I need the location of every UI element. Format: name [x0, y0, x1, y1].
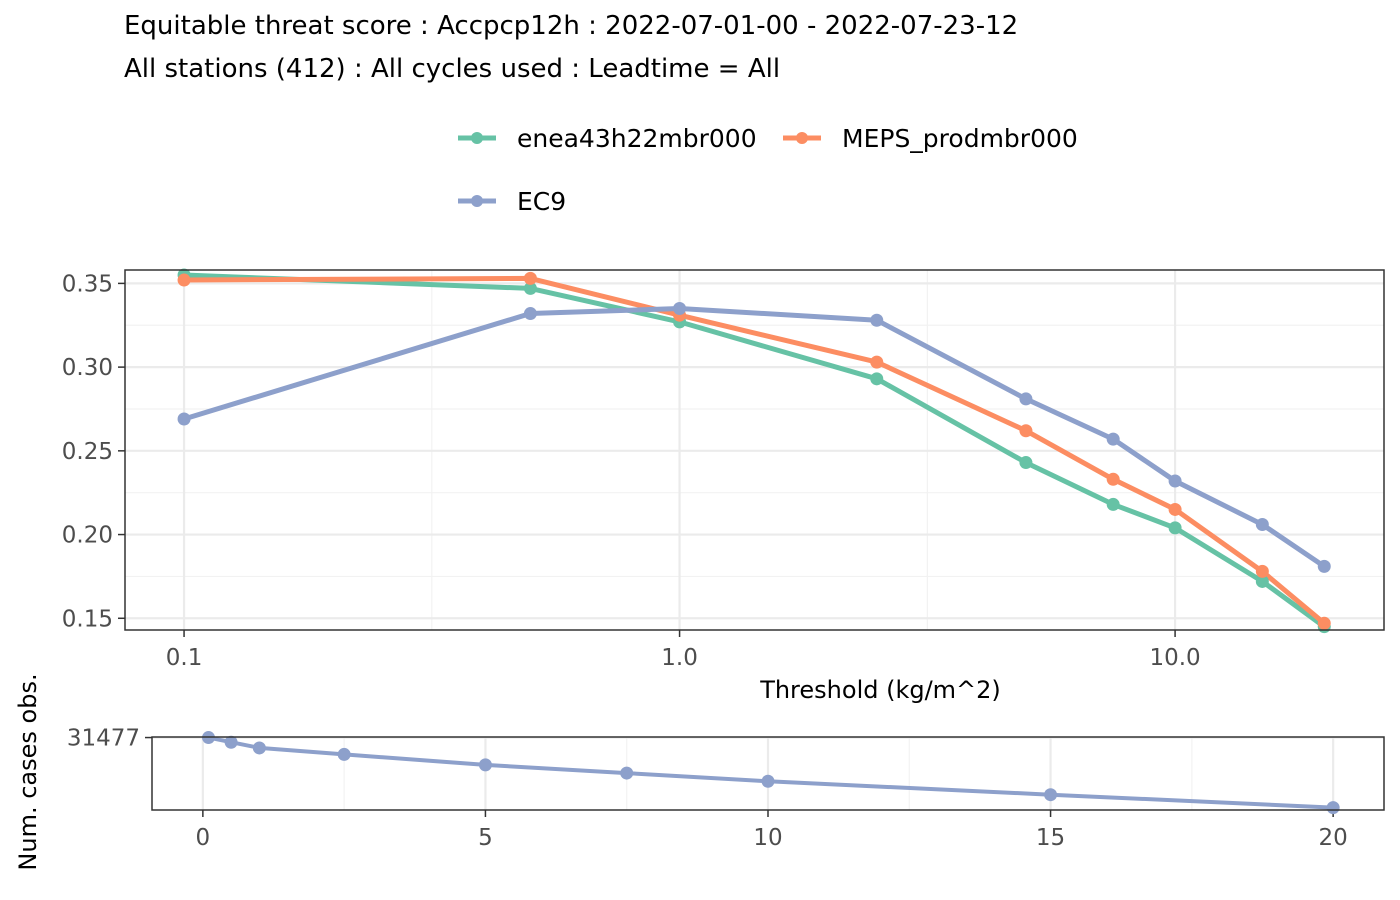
- data-point-1: [1317, 616, 1331, 630]
- data-point-2: [1317, 559, 1331, 573]
- y-tick-label: 0.15: [62, 606, 113, 632]
- count-plot-panel: 0 5 10 15 20 31477 Num. cases obs.: [14, 673, 1385, 871]
- data-point-1: [177, 273, 191, 287]
- chart-subtitle: All stations (412) : All cycles used : L…: [124, 54, 780, 84]
- data-point-2: [1106, 432, 1120, 446]
- count-data-point: [224, 735, 238, 749]
- data-point-1: [523, 271, 537, 285]
- data-point-0: [523, 281, 537, 295]
- x-axis-title: Threshold (kg/m^2): [759, 676, 1001, 704]
- legend-swatch-point: [796, 132, 808, 144]
- count-data-point: [337, 747, 351, 761]
- data-point-0: [1255, 574, 1269, 588]
- count-data-point: [761, 774, 775, 788]
- data-point-1: [1106, 472, 1120, 486]
- count-data-point: [1044, 788, 1058, 802]
- y-tick-label: 0.25: [62, 439, 113, 465]
- legend-swatch-point: [471, 195, 483, 207]
- count-panel-border: [151, 736, 1385, 811]
- data-point-0: [1019, 456, 1033, 470]
- data-point-2: [1019, 392, 1033, 406]
- data-point-2: [1255, 518, 1269, 532]
- legend-item-2: EC9: [458, 187, 566, 216]
- data-point-0: [1168, 521, 1182, 535]
- x-tick-label: 1.0: [661, 645, 698, 671]
- legend-item-0: enea43h22mbr000: [458, 124, 757, 153]
- x-tick-label: 0: [196, 825, 211, 851]
- y-tick-label: 0.30: [62, 355, 113, 381]
- legend-swatch-point: [471, 132, 483, 144]
- legend-label: EC9: [517, 187, 566, 216]
- main-plot-panel: 0.15 0.20 0.25 0.30 0.35 0.1 1.0 10.0 Threshold …: [62, 268, 1385, 704]
- x-tick-label: 10.0: [1149, 645, 1200, 671]
- x-tick-label: 5: [478, 825, 493, 851]
- y-tick-label: 0.20: [62, 523, 113, 549]
- x-tick-label: 20: [1318, 825, 1347, 851]
- data-point-0: [870, 372, 884, 386]
- data-point-1: [1019, 424, 1033, 438]
- count-series-line: [208, 735, 1334, 810]
- legend-item-1: MEPS_prodmbr000: [783, 124, 1078, 153]
- data-point-2: [673, 302, 687, 316]
- data-point-1: [1168, 502, 1182, 516]
- legend: enea43h22mbr000 MEPS_prodmbr000 EC9: [458, 124, 1078, 216]
- data-point-2: [177, 412, 191, 426]
- data-point-2: [870, 313, 884, 327]
- legend-label: MEPS_prodmbr000: [842, 124, 1078, 153]
- count-data-point: [252, 741, 266, 755]
- series-line-2: [183, 306, 1326, 569]
- data-point-1: [1255, 564, 1269, 578]
- count-data-point: [1326, 801, 1340, 815]
- x-tick-label: 15: [1036, 825, 1065, 851]
- y-axis-title-count: Num. cases obs.: [14, 673, 42, 870]
- legend-label: enea43h22mbr000: [517, 124, 757, 153]
- data-point-2: [1168, 474, 1182, 488]
- chart-title: Equitable threat score : Accpcp12h : 202…: [124, 11, 1018, 41]
- x-tick-label: 0.1: [166, 645, 203, 671]
- count-data-point: [620, 766, 634, 780]
- data-point-0: [1106, 497, 1120, 511]
- data-point-2: [523, 307, 537, 321]
- y-tick-label: 0.35: [62, 271, 113, 297]
- main-panel-border: [124, 269, 1385, 631]
- y-tick-label: 31477: [67, 726, 140, 752]
- x-tick-label: 10: [753, 825, 782, 851]
- data-point-1: [870, 355, 884, 369]
- count-data-point: [478, 758, 492, 772]
